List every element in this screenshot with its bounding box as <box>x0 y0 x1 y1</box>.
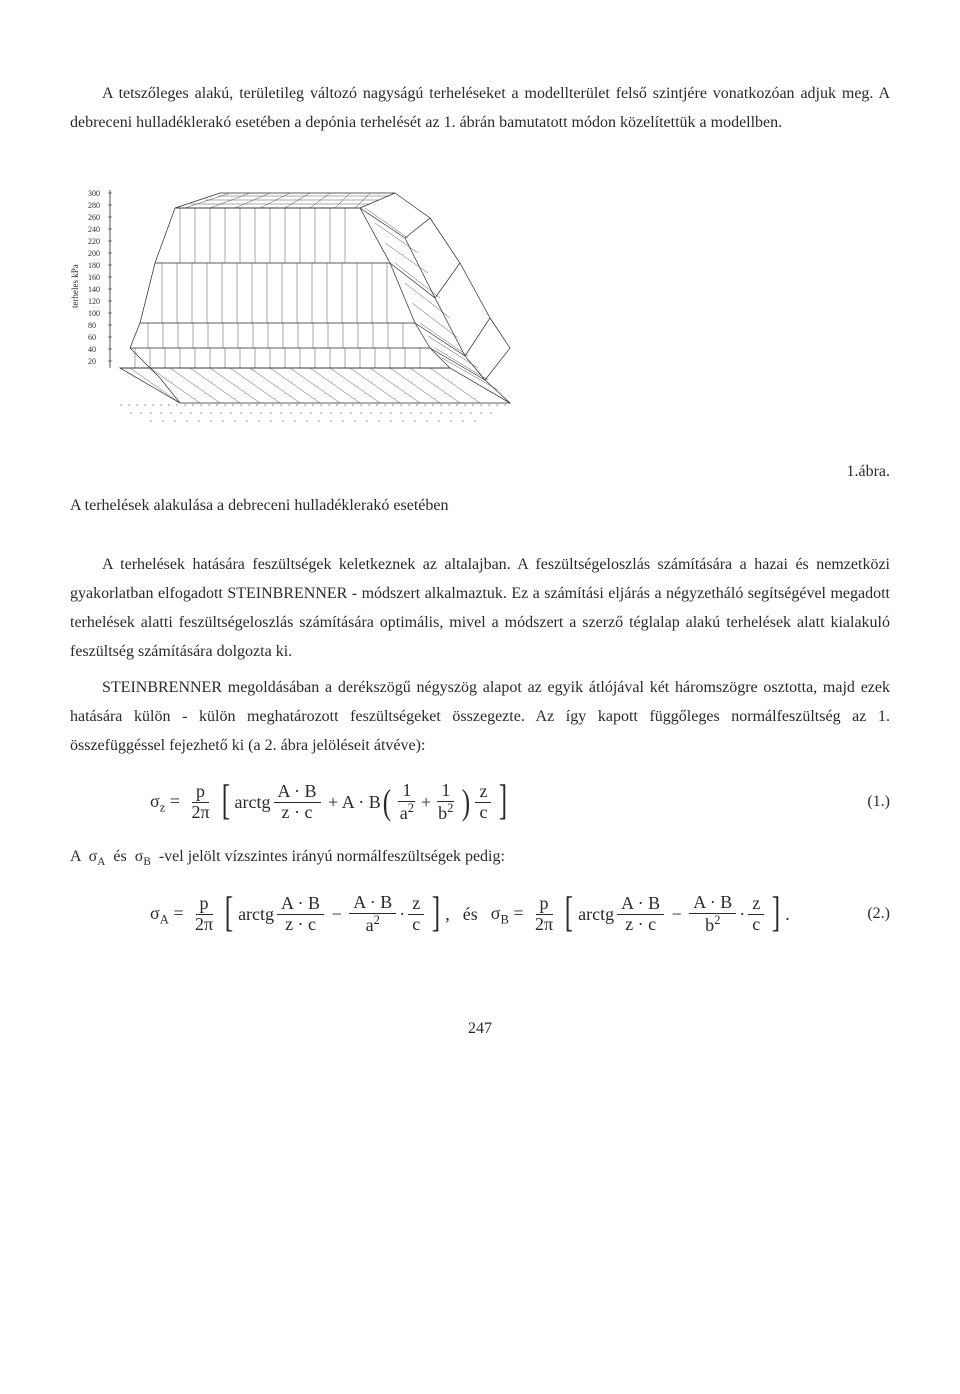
svg-text:120: 120 <box>88 297 100 306</box>
paragraph-4: A σA és σB -vel jelölt vízszintes irányú… <box>70 843 890 872</box>
page-number: 247 <box>70 1015 890 1044</box>
svg-text:80: 80 <box>88 321 96 330</box>
svg-text:300: 300 <box>88 189 100 198</box>
equation-1-number: (1.) <box>867 788 890 817</box>
svg-text:160: 160 <box>88 273 100 282</box>
equation-1: σz = p2π [ arctg A · Bz · c + A · B ( 1a… <box>150 781 890 824</box>
paragraph-3: STEINBRENNER megoldásában a derékszögű n… <box>70 674 890 760</box>
svg-text:200: 200 <box>88 249 100 258</box>
paragraph-2: A terhelések hatására feszültségek kelet… <box>70 551 890 666</box>
svg-text:40: 40 <box>88 345 96 354</box>
svg-text:240: 240 <box>88 225 100 234</box>
svg-text:280: 280 <box>88 201 100 210</box>
equation-2: σA = p2π [ arctg A · Bz · c − A · Ba2 · … <box>150 893 890 936</box>
figure-1-caption: A terhelések alakulása a debreceni hulla… <box>70 492 890 521</box>
svg-text:60: 60 <box>88 333 96 342</box>
paragraph-1: A tetszőleges alakú, területileg változó… <box>70 80 890 138</box>
figure-1-label: 1.ábra. <box>70 458 890 487</box>
svg-text:140: 140 <box>88 285 100 294</box>
svg-text:260: 260 <box>88 213 100 222</box>
equation-2-number: (2.) <box>867 900 890 929</box>
svg-text:180: 180 <box>88 261 100 270</box>
svg-text:20: 20 <box>88 357 96 366</box>
figure-1: 300 280 260 240 220 200 180 160 140 120 … <box>70 168 890 448</box>
svg-text:terheles kPa: terheles kPa <box>70 264 80 308</box>
svg-text:100: 100 <box>88 309 100 318</box>
svg-text:220: 220 <box>88 237 100 246</box>
figure-1-diagram: 300 280 260 240 220 200 180 160 140 120 … <box>70 168 550 448</box>
